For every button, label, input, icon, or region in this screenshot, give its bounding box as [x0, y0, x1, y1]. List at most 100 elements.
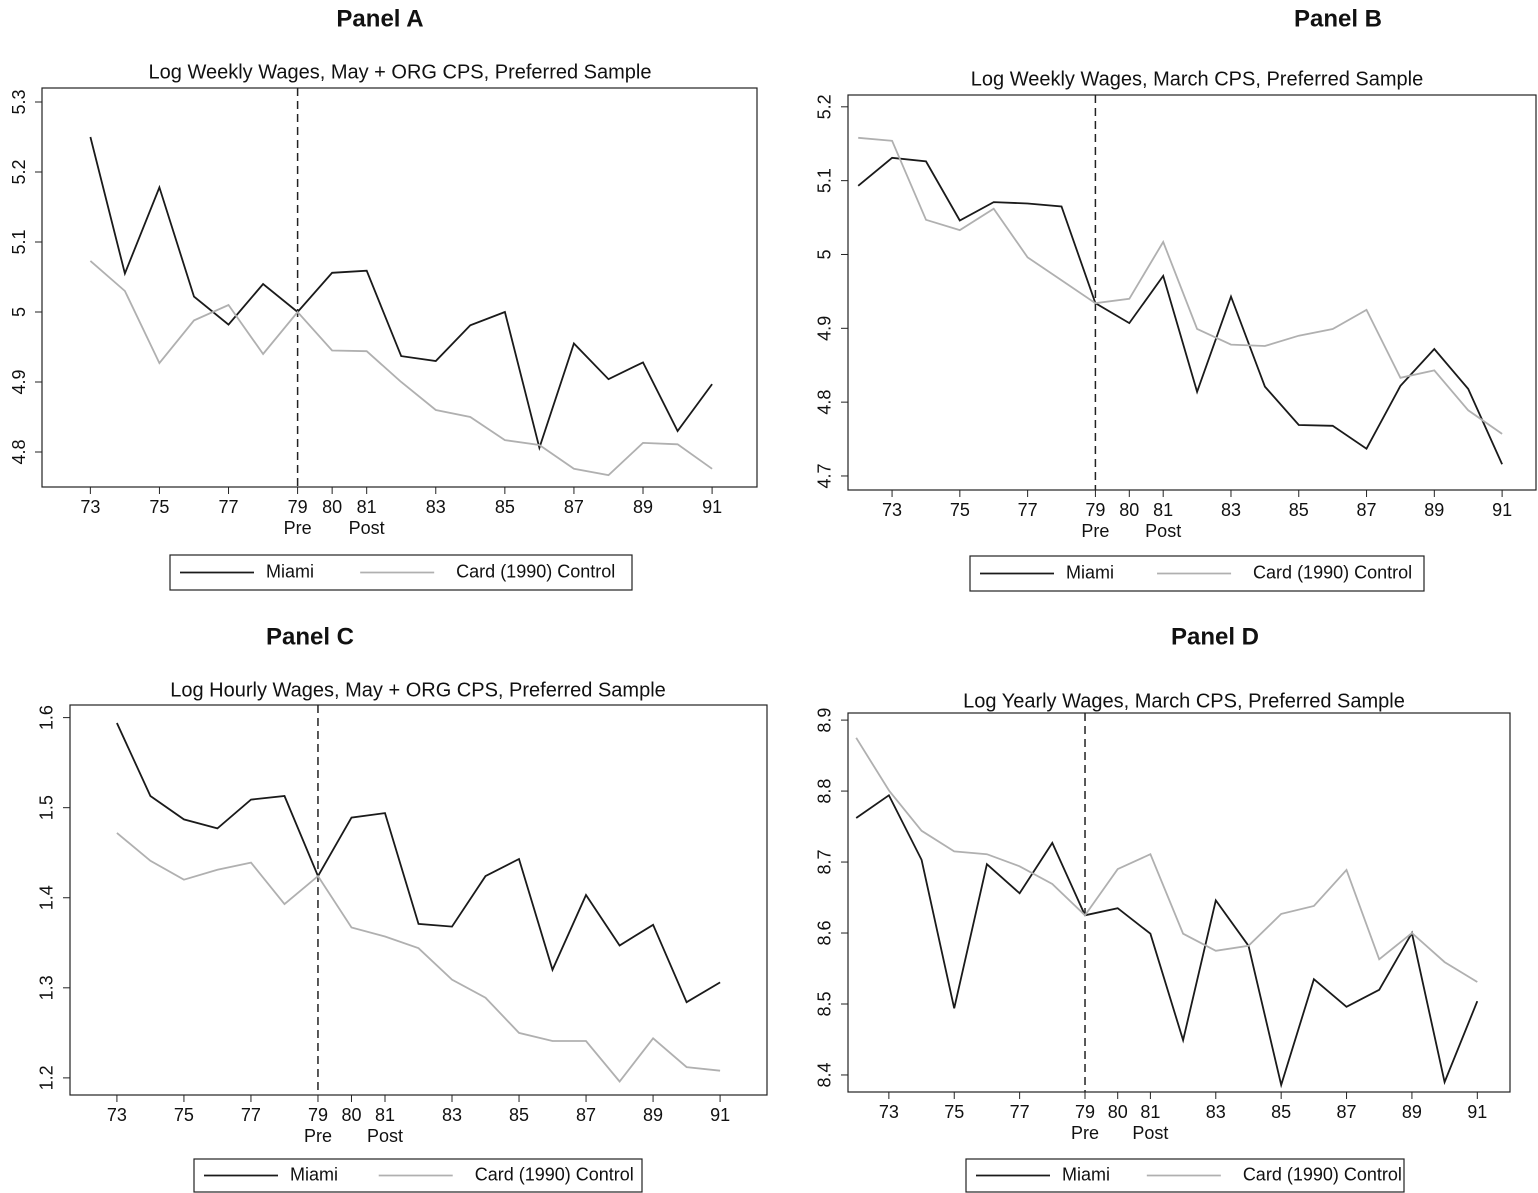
- data-line: [116, 722, 721, 1004]
- x-tick-label: 85: [495, 497, 515, 517]
- chart-title: Log Weekly Wages, May + ORG CPS, Preferr…: [149, 61, 652, 83]
- x-tick-label: 77: [1010, 1102, 1030, 1122]
- y-tick-label: 4.9: [815, 316, 835, 341]
- legend-label: Card (1990) Control: [1243, 1164, 1402, 1184]
- y-tick-label: 1.3: [37, 975, 57, 1000]
- legend-box: [969, 555, 1425, 592]
- y-tick-label: 8.6: [815, 921, 835, 946]
- y-tick-label: 5: [9, 307, 29, 317]
- plot-frame: [847, 94, 1537, 491]
- x-tick-label: 73: [107, 1105, 127, 1125]
- x-tick-label: 91: [710, 1105, 730, 1125]
- x-annotation: Pre: [1071, 1123, 1099, 1143]
- y-tick-label: 8.8: [815, 779, 835, 804]
- data-line: [116, 832, 721, 1083]
- x-tick-label: 81: [1153, 500, 1173, 520]
- y-tick-label: 1.2: [37, 1065, 57, 1090]
- y-tick-label: 4.7: [815, 463, 835, 488]
- x-tick-label: 83: [426, 497, 446, 517]
- x-tick-label: 75: [174, 1105, 194, 1125]
- legend-label: Miami: [1062, 1164, 1110, 1184]
- legend-box: [965, 1158, 1405, 1193]
- x-tick-label: 79: [308, 1105, 328, 1125]
- x-tick-label: 81: [1140, 1102, 1160, 1122]
- x-tick-label: 81: [375, 1105, 395, 1125]
- legend-label: Miami: [266, 561, 314, 581]
- legend-label: Card (1990) Control: [475, 1164, 634, 1184]
- data-line: [89, 136, 713, 452]
- y-tick-label: 4.9: [9, 369, 29, 394]
- x-tick-label: 80: [1108, 1102, 1128, 1122]
- x-tick-label: 89: [643, 1105, 663, 1125]
- x-tick-label: 83: [1206, 1102, 1226, 1122]
- y-tick-label: 1.5: [37, 795, 57, 820]
- x-tick-label: 89: [633, 497, 653, 517]
- y-tick-label: 4.8: [815, 390, 835, 415]
- chart-title: Log Weekly Wages, March CPS, Preferred S…: [971, 68, 1423, 90]
- x-annotation: Post: [1145, 521, 1181, 541]
- x-annotation: Pre: [284, 518, 312, 538]
- x-tick-label: 91: [1492, 500, 1512, 520]
- x-annotation: Pre: [1081, 521, 1109, 541]
- data-line: [855, 737, 1478, 983]
- x-tick-label: 87: [1357, 500, 1377, 520]
- x-tick-label: 77: [241, 1105, 261, 1125]
- y-tick-label: 5.1: [9, 229, 29, 254]
- y-tick-label: 1.4: [37, 885, 57, 910]
- legend-box: [169, 554, 633, 591]
- y-tick-label: 5.2: [9, 159, 29, 184]
- x-tick-label: 79: [1075, 1102, 1095, 1122]
- plot-frame: [41, 87, 758, 488]
- x-tick-label: 87: [1337, 1102, 1357, 1122]
- x-tick-label: 83: [1221, 500, 1241, 520]
- x-tick-label: 77: [1018, 500, 1038, 520]
- plot-frame: [69, 704, 768, 1096]
- panel-label: Panel B: [1294, 5, 1382, 32]
- x-tick-label: 79: [1085, 500, 1105, 520]
- y-tick-label: 8.7: [815, 850, 835, 875]
- x-tick-label: 77: [219, 497, 239, 517]
- y-tick-label: 8.5: [815, 991, 835, 1016]
- legend-label: Miami: [290, 1164, 338, 1184]
- panel-label: Panel C: [266, 623, 354, 650]
- chart-title: Log Yearly Wages, March CPS, Preferred S…: [963, 690, 1405, 712]
- x-annotation: Post: [367, 1126, 403, 1146]
- y-tick-label: 4.8: [9, 439, 29, 464]
- data-line: [858, 136, 1503, 435]
- data-line: [857, 156, 1503, 465]
- x-tick-label: 73: [882, 500, 902, 520]
- x-tick-label: 91: [702, 497, 722, 517]
- x-tick-label: 89: [1402, 1102, 1422, 1122]
- x-tick-label: 89: [1424, 500, 1444, 520]
- x-annotation: Post: [349, 518, 385, 538]
- x-tick-label: 87: [576, 1105, 596, 1125]
- x-tick-label: 80: [341, 1105, 361, 1125]
- legend-label: Miami: [1066, 562, 1114, 582]
- x-tick-label: 85: [509, 1105, 529, 1125]
- x-tick-label: 80: [322, 497, 342, 517]
- x-tick-label: 75: [149, 497, 169, 517]
- x-tick-label: 73: [80, 497, 100, 517]
- x-tick-label: 83: [442, 1105, 462, 1125]
- legend-box: [193, 1158, 643, 1193]
- x-tick-label: 87: [564, 497, 584, 517]
- x-annotation: Pre: [304, 1126, 332, 1146]
- x-tick-label: 79: [288, 497, 308, 517]
- x-tick-label: 80: [1119, 500, 1139, 520]
- y-tick-label: 1.6: [37, 705, 57, 730]
- x-tick-label: 85: [1289, 500, 1309, 520]
- data-line: [89, 260, 713, 477]
- plot-frame: [847, 712, 1511, 1093]
- x-tick-label: 85: [1271, 1102, 1291, 1122]
- x-tick-label: 73: [879, 1102, 899, 1122]
- x-tick-label: 75: [944, 1102, 964, 1122]
- y-tick-label: 8.4: [815, 1062, 835, 1087]
- y-tick-label: 5.3: [9, 89, 29, 114]
- x-tick-label: 81: [357, 497, 377, 517]
- y-tick-label: 5: [815, 249, 835, 259]
- legend-label: Card (1990) Control: [1253, 562, 1412, 582]
- panel-label: Panel A: [336, 5, 423, 32]
- x-tick-label: 75: [950, 500, 970, 520]
- legend-label: Card (1990) Control: [456, 561, 615, 581]
